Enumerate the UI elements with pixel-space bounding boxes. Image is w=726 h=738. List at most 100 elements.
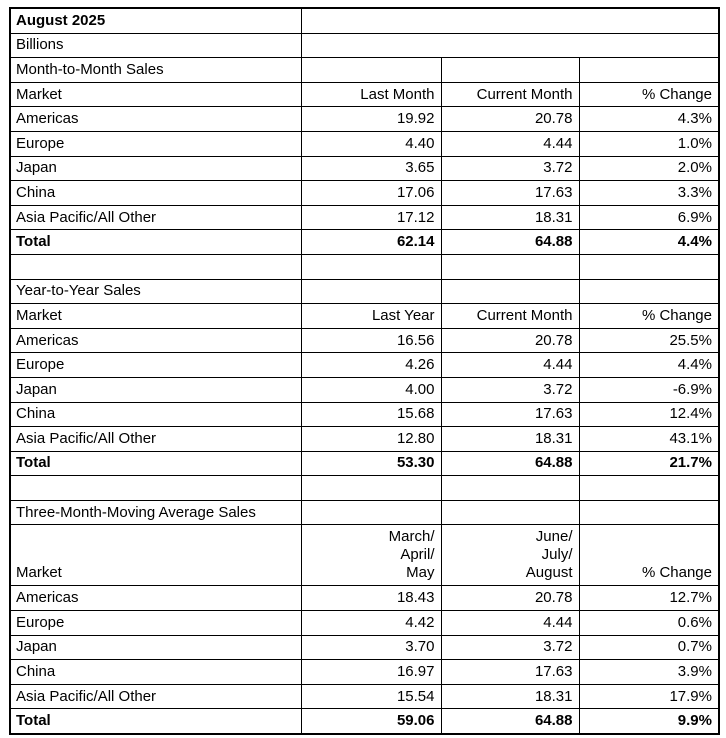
pct-change-cell: 43.1% [578,426,720,452]
sales-report-table: August 2025 Billions Month-to-Month Sale… [9,7,720,736]
total-pct-cell: 4.4% [578,229,720,255]
table-row: Japan 3.65 3.72 2.0% [9,155,720,182]
table-row: Europe 4.42 4.44 0.6% [9,610,720,636]
value-cell: 18.31 [440,426,580,452]
header-col2: Current Month [440,303,580,329]
total-row: Total 59.06 64.88 9.9% [9,708,720,735]
value-cell: 16.97 [300,659,442,685]
header-market: Market [9,81,302,108]
table-row: China 17.06 17.63 3.3% [9,180,720,206]
header-col2: Current Month [440,81,580,108]
section-heading: Three-Month-Moving Average Sales [9,499,302,526]
pct-change-cell: 25.5% [578,327,720,354]
value-cell: 15.54 [300,683,442,710]
total-pct-cell: 21.7% [578,450,720,477]
total-value-cell: 64.88 [440,229,580,255]
table-row: Americas 16.56 20.78 25.5% [9,327,720,354]
table-row: Japan 3.70 3.72 0.7% [9,634,720,661]
value-cell: 4.44 [440,352,580,378]
market-cell: Japan [9,376,302,403]
empty-cell [300,253,442,280]
market-cell: Europe [9,352,302,378]
empty-cell [9,475,302,501]
pct-change-cell: 4.3% [578,106,720,132]
value-cell: 17.06 [300,180,442,206]
pct-change-cell: 2.0% [578,155,720,182]
value-cell: 17.63 [440,401,580,428]
empty-cell [300,475,442,501]
report-title-row: August 2025 [9,7,720,34]
table-row: Asia Pacific/All Other 12.80 18.31 43.1% [9,426,720,452]
empty-cell [300,57,442,83]
pct-change-cell: 12.4% [578,401,720,428]
report-title: August 2025 [9,7,302,34]
column-header-row: Market Last Year Current Month % Change [9,303,720,329]
section-heading: Month-to-Month Sales [9,57,302,83]
pct-change-cell: 17.9% [578,683,720,710]
market-cell: China [9,401,302,428]
header-market: Market [9,524,302,587]
value-cell: 17.63 [440,180,580,206]
pct-change-cell: 0.6% [578,610,720,636]
pct-change-cell: -6.9% [578,376,720,403]
empty-cell [440,499,580,526]
table-row: Japan 4.00 3.72 -6.9% [9,376,720,403]
table-row: Asia Pacific/All Other 15.54 18.31 17.9% [9,683,720,710]
value-cell: 18.31 [440,683,580,710]
market-cell: Americas [9,585,302,612]
empty-cell [578,278,720,305]
pct-change-cell: 12.7% [578,585,720,612]
total-value-cell: 62.14 [300,229,442,255]
table-row: Europe 4.26 4.44 4.4% [9,352,720,378]
table-row: Americas 19.92 20.78 4.3% [9,106,720,132]
total-value-cell: 59.06 [300,708,442,735]
pct-change-cell: 3.9% [578,659,720,685]
market-cell: Asia Pacific/All Other [9,683,302,710]
value-cell: 17.63 [440,659,580,685]
value-cell: 16.56 [300,327,442,354]
total-label: Total [9,450,302,477]
section-heading-row: Year-to-Year Sales [9,278,720,305]
value-cell: 3.65 [300,155,442,182]
column-header-row: Market March/ April/ May June/ July/ Aug… [9,524,720,587]
empty-cell [440,253,580,280]
value-cell: 19.92 [300,106,442,132]
empty-cell [440,57,580,83]
spacer-row [9,475,720,501]
empty-cell [440,278,580,305]
value-cell: 4.26 [300,352,442,378]
section-heading-row: Three-Month-Moving Average Sales [9,499,720,526]
header-market: Market [9,303,302,329]
value-cell: 3.72 [440,376,580,403]
empty-cell [578,253,720,280]
value-cell: 3.72 [440,155,580,182]
market-cell: Americas [9,106,302,132]
empty-cell [300,278,442,305]
header-col1: Last Year [300,303,442,329]
market-cell: Europe [9,130,302,157]
section-heading-row: Month-to-Month Sales [9,57,720,83]
pct-change-cell: 0.7% [578,634,720,661]
market-cell: Asia Pacific/All Other [9,204,302,231]
value-cell: 4.42 [300,610,442,636]
total-label: Total [9,229,302,255]
value-cell: 4.40 [300,130,442,157]
pct-change-cell: 1.0% [578,130,720,157]
value-cell: 3.70 [300,634,442,661]
value-cell: 3.72 [440,634,580,661]
total-value-cell: 64.88 [440,708,580,735]
value-cell: 17.12 [300,204,442,231]
header-pct-change: % Change [578,81,720,108]
total-value-cell: 53.30 [300,450,442,477]
header-pct-change: % Change [578,303,720,329]
table-row: Asia Pacific/All Other 17.12 18.31 6.9% [9,204,720,231]
market-cell: Japan [9,155,302,182]
header-col2: June/ July/ August [440,524,580,587]
value-cell: 20.78 [440,106,580,132]
empty-merged-cell [300,7,720,34]
empty-cell [300,499,442,526]
total-value-cell: 64.88 [440,450,580,477]
header-col1: Last Month [300,81,442,108]
value-cell: 12.80 [300,426,442,452]
value-cell: 18.31 [440,204,580,231]
